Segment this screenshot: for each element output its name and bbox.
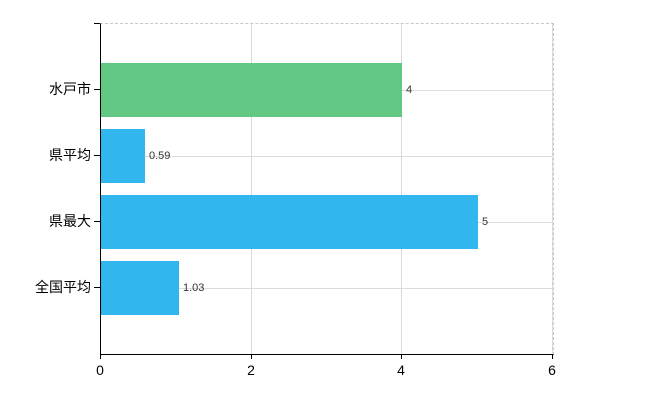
value-label: 4 <box>406 84 413 96</box>
bar-県平均 <box>101 129 145 183</box>
x-tick-label: 0 <box>96 362 104 378</box>
y-axis-tick <box>94 221 100 222</box>
x-axis-tick <box>552 354 553 359</box>
category-label-全国平均: 全国平均 <box>35 279 91 295</box>
y-axis-tick <box>94 287 100 288</box>
gridline-vertical <box>251 24 252 354</box>
x-tick-label: 6 <box>548 362 556 378</box>
x-tick-label: 4 <box>397 362 405 378</box>
gridline-vertical <box>552 24 553 354</box>
value-label: 0.59 <box>149 150 171 162</box>
category-label-県最大: 県最大 <box>49 213 91 229</box>
y-axis-tick <box>94 155 100 156</box>
value-label: 1.03 <box>183 282 205 294</box>
gridline-horizontal <box>101 156 553 157</box>
bar-県最大 <box>101 195 478 249</box>
bar-水戸市 <box>101 63 402 117</box>
x-axis-tick <box>401 354 402 359</box>
bar-全国平均 <box>101 261 179 315</box>
category-label-県平均: 県平均 <box>49 147 91 163</box>
gridline-vertical <box>401 24 402 354</box>
y-axis-tick <box>94 89 100 90</box>
value-label: 5 <box>482 216 489 228</box>
gridline-horizontal <box>101 288 553 289</box>
plot-area: 4 0.59 5 1.03 <box>100 23 554 355</box>
x-axis-tick <box>100 354 101 359</box>
x-tick-label: 2 <box>247 362 255 378</box>
category-label-水戸市: 水戸市 <box>49 81 91 97</box>
x-axis-tick <box>251 354 252 359</box>
y-axis-tick <box>94 23 100 24</box>
